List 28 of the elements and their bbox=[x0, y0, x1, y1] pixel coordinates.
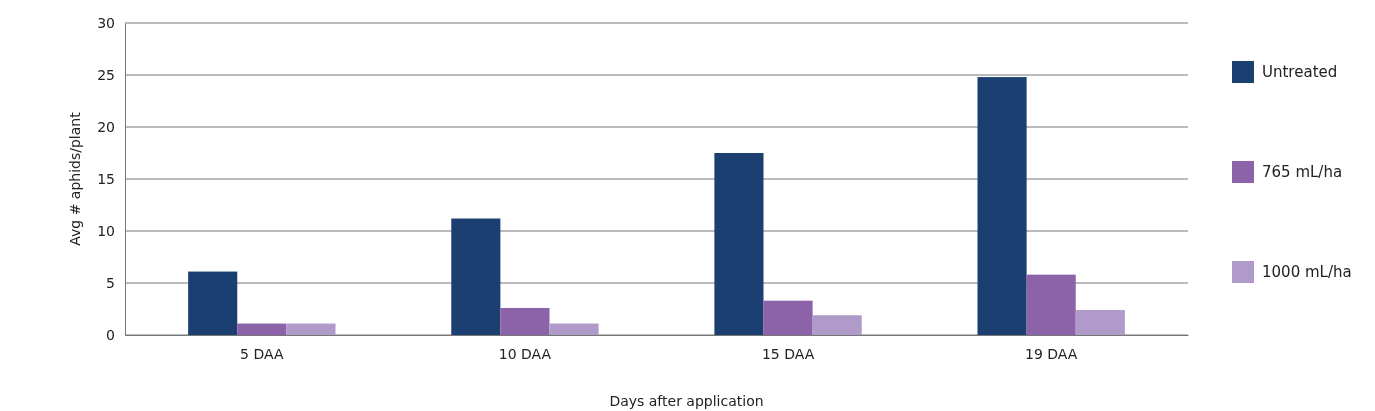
bar bbox=[977, 77, 1027, 335]
y-tick-label: 30 bbox=[97, 14, 115, 31]
bar bbox=[1026, 274, 1076, 335]
x-tick-label: 15 DAA bbox=[761, 345, 815, 362]
y-tick-label: 20 bbox=[97, 118, 115, 135]
legend-label: 1000 mL/ha bbox=[1262, 263, 1352, 281]
bar bbox=[1075, 310, 1125, 335]
bar bbox=[237, 323, 287, 335]
x-tick-label: 5 DAA bbox=[240, 345, 284, 362]
x-axis-title: Days after application bbox=[609, 393, 764, 409]
x-tick-label: 19 DAA bbox=[1025, 345, 1078, 362]
bar bbox=[188, 271, 238, 335]
bar bbox=[500, 307, 550, 335]
y-tick-label: 5 bbox=[106, 274, 115, 291]
legend-label: Untreated bbox=[1262, 63, 1338, 81]
y-axis-title: Avg # aphids/plant bbox=[67, 111, 83, 246]
bar bbox=[549, 323, 599, 335]
bar bbox=[714, 153, 764, 335]
y-tick-label: 25 bbox=[97, 66, 115, 83]
y-tick-label: 15 bbox=[97, 170, 115, 187]
bar bbox=[286, 323, 336, 335]
y-tick-label: 10 bbox=[97, 222, 115, 239]
legend-label: 765 mL/ha bbox=[1262, 163, 1343, 181]
y-tick-label: 0 bbox=[106, 326, 115, 343]
bar bbox=[763, 300, 813, 335]
bar bbox=[812, 315, 862, 335]
x-tick-label: 10 DAA bbox=[498, 345, 552, 362]
bar bbox=[451, 218, 501, 335]
